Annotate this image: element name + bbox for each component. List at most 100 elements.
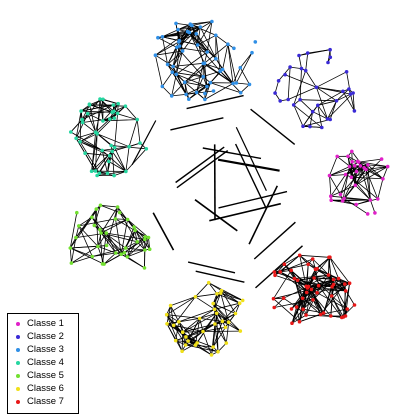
node-classe-1 — [381, 177, 385, 181]
intra-edge — [305, 53, 309, 71]
intra-edge — [178, 321, 187, 338]
intra-edge — [306, 274, 329, 287]
intra-edge — [128, 142, 141, 148]
intra-edge — [316, 87, 328, 120]
node-classe-3 — [156, 35, 160, 40]
intra-edge — [212, 303, 230, 323]
intra-edge — [176, 47, 204, 78]
intra-edge — [213, 303, 236, 314]
node-classe-7 — [292, 276, 297, 281]
intra-edge — [206, 21, 213, 53]
intra-edge — [125, 105, 138, 120]
intra-edge — [208, 282, 243, 301]
intra-edge — [217, 342, 227, 352]
node-classe-2 — [283, 72, 287, 77]
intra-edge — [127, 256, 145, 269]
intra-edge — [273, 298, 300, 322]
node-classe-3 — [231, 81, 235, 86]
intra-edge — [144, 237, 149, 251]
node-classe-4 — [115, 111, 120, 116]
inter-edge — [131, 120, 157, 166]
intra-edge — [114, 147, 127, 172]
node-classe-3 — [203, 97, 207, 102]
intra-edge — [235, 52, 253, 84]
node-classe-7 — [289, 268, 294, 273]
intra-edge — [330, 315, 342, 318]
intra-edge — [330, 184, 356, 197]
node-classe-6 — [216, 349, 220, 354]
intra-edge — [358, 158, 382, 163]
node-classe-7 — [326, 273, 331, 277]
intra-edge — [166, 323, 177, 341]
node-classe-4 — [93, 169, 98, 173]
node-classe-1 — [329, 194, 333, 198]
node-classe-7 — [316, 283, 321, 288]
node-classe-4 — [80, 117, 84, 122]
node-classe-4 — [93, 130, 98, 134]
inter-edge — [187, 261, 236, 274]
node-classe-1 — [327, 173, 332, 178]
intra-edge — [95, 133, 98, 172]
node-classe-5 — [69, 261, 74, 265]
node-classe-6 — [193, 343, 198, 347]
intra-edge — [273, 270, 292, 299]
intra-edge — [227, 44, 237, 84]
intra-edge — [162, 36, 168, 65]
node-classe-2 — [278, 99, 283, 103]
intra-edge — [307, 49, 331, 54]
node-classe-4 — [87, 102, 92, 106]
node-classe-5 — [146, 235, 151, 240]
node-classe-4 — [100, 148, 104, 153]
node-classe-7 — [312, 276, 316, 280]
intra-edge — [355, 185, 371, 201]
node-classe-3 — [177, 44, 182, 48]
intra-edge — [189, 23, 208, 53]
intra-edge — [225, 322, 230, 344]
node-classe-7 — [343, 282, 347, 286]
legend-item-classe-6: Classe 6 — [12, 382, 74, 395]
intra-edge — [179, 32, 190, 47]
intra-edge — [125, 148, 147, 172]
inter-edge — [235, 127, 267, 191]
intra-edge — [75, 217, 93, 238]
inter-edge — [253, 221, 296, 260]
intra-edge — [327, 100, 337, 120]
intra-edge — [331, 295, 343, 318]
intra-edge — [115, 218, 128, 220]
intra-edge — [202, 326, 226, 332]
node-classe-3 — [238, 90, 243, 95]
node-classe-1 — [347, 164, 352, 169]
intra-edge — [220, 292, 240, 304]
intra-edge — [75, 131, 96, 139]
node-classe-5 — [132, 225, 136, 229]
legend-dot-icon — [16, 399, 20, 404]
intra-edge — [99, 98, 104, 121]
intra-edge — [302, 111, 314, 127]
intra-edge — [177, 29, 180, 41]
intra-edge — [182, 312, 217, 333]
intra-edge — [157, 37, 178, 48]
intra-edge — [197, 21, 213, 46]
legend-label: Classe 7 — [27, 396, 64, 407]
intra-edge — [125, 247, 145, 251]
node-classe-7 — [294, 305, 299, 309]
intra-edge — [199, 26, 217, 59]
node-classe-5 — [104, 243, 109, 248]
intra-edge — [185, 336, 214, 348]
node-classe-5 — [77, 224, 81, 228]
intra-edge — [70, 247, 105, 265]
intra-edge — [191, 21, 212, 26]
intra-edge — [75, 113, 89, 139]
node-classe-5 — [68, 246, 73, 250]
inter-edge — [195, 270, 245, 283]
node-classe-3 — [194, 90, 199, 95]
intra-edge — [235, 303, 241, 314]
legend-label: Classe 1 — [27, 318, 64, 329]
intra-edge — [100, 206, 118, 234]
node-classe-6 — [173, 338, 178, 343]
intra-edge — [305, 256, 331, 287]
node-classe-3 — [201, 75, 205, 79]
intra-edge — [91, 150, 103, 172]
node-classe-4 — [109, 143, 113, 148]
intra-edge — [215, 58, 234, 84]
